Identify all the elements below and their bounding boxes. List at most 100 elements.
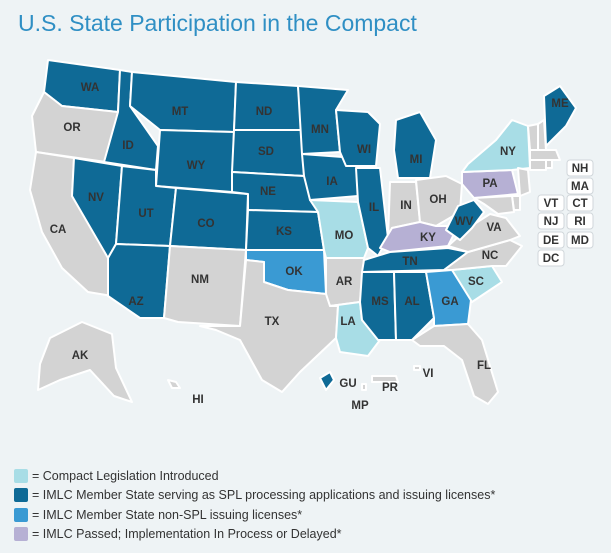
small-state-box	[566, 177, 594, 195]
small-state-VT[interactable]: VT	[537, 194, 565, 212]
legend-swatch	[14, 468, 28, 483]
state-label-MS: MS	[371, 296, 389, 308]
small-state-label-RI: RI	[574, 216, 586, 228]
state-AL[interactable]	[393, 271, 435, 341]
legend-item: = Compact Legislation Introduced	[14, 466, 495, 486]
state-label-VA: VA	[486, 222, 501, 234]
state-label-ID: ID	[122, 140, 134, 152]
state-label-WV: WV	[455, 216, 474, 228]
small-state-NJ[interactable]: NJ	[537, 212, 565, 230]
small-state-box	[537, 249, 565, 267]
state-label-SC: SC	[468, 276, 484, 288]
state-label-TN: TN	[402, 256, 417, 268]
state-label-MN: MN	[311, 124, 329, 136]
state-label-GA: GA	[441, 296, 458, 308]
state-label-OR: OR	[63, 122, 81, 134]
small-state-box	[537, 231, 565, 249]
state-label-PR: PR	[382, 382, 399, 394]
small-state-box	[566, 231, 594, 249]
state-NY[interactable]	[461, 119, 531, 173]
state-label-AZ: AZ	[128, 296, 143, 308]
state-MI[interactable]	[393, 111, 437, 179]
state-label-MP: MP	[351, 400, 369, 412]
state-label-TX: TX	[265, 316, 280, 328]
state-label-IN: IN	[400, 200, 412, 212]
state-label-WY: WY	[187, 160, 206, 172]
state-label-KY: KY	[420, 232, 436, 244]
state-label-MO: MO	[335, 230, 354, 242]
state-label-OK: OK	[285, 266, 303, 278]
state-label-NC: NC	[482, 250, 499, 262]
small-state-box	[537, 194, 565, 212]
small-state-box	[566, 159, 594, 177]
state-RI[interactable]	[545, 159, 553, 169]
legend-label: = Compact Legislation Introduced	[32, 468, 219, 483]
page-title: U.S. State Participation in the Compact	[18, 10, 417, 36]
small-state-box	[537, 212, 565, 230]
small-state-label-CT: CT	[572, 198, 587, 210]
state-label-MI: MI	[410, 154, 423, 166]
legend-item: = IMLC Member State non-SPL issuing lice…	[14, 505, 495, 525]
legend-item: = IMLC Member State serving as SPL proce…	[14, 486, 495, 506]
state-MA[interactable]	[529, 149, 561, 161]
state-label-CO: CO	[197, 218, 214, 230]
state-label-WA: WA	[81, 82, 100, 94]
legend: = Compact Legislation Introduced = IMLC …	[14, 466, 495, 544]
state-WV[interactable]	[445, 199, 485, 241]
state-label-ND: ND	[256, 106, 273, 118]
state-PR[interactable]	[371, 375, 399, 383]
state-MD[interactable]	[473, 195, 515, 215]
state-GU[interactable]	[319, 371, 335, 391]
legend-swatch	[14, 507, 28, 522]
small-state-CT[interactable]: CT	[566, 194, 594, 212]
small-state-RI[interactable]: RI	[566, 212, 594, 230]
small-state-label-MA: MA	[571, 181, 589, 193]
state-NJ[interactable]	[517, 167, 531, 197]
state-ME[interactable]	[543, 85, 577, 147]
small-state-MA[interactable]: MA	[566, 177, 594, 195]
state-VI[interactable]	[413, 365, 421, 371]
state-FL[interactable]	[411, 323, 499, 405]
state-label-MT: MT	[172, 106, 189, 118]
state-VT[interactable]	[527, 123, 539, 151]
state-label-HI: HI	[192, 394, 204, 406]
small-state-MD[interactable]: MD	[566, 231, 594, 249]
state-label-NV: NV	[88, 192, 104, 204]
state-CT[interactable]	[529, 159, 547, 171]
small-state-label-DE: DE	[543, 235, 559, 247]
state-label-IL: IL	[369, 202, 379, 214]
small-state-label-DC: DC	[543, 253, 560, 265]
state-MP[interactable]	[361, 383, 367, 391]
small-state-label-VT: VT	[544, 198, 559, 210]
state-label-WI: WI	[357, 144, 371, 156]
state-TX[interactable]	[199, 259, 339, 393]
small-state-NH[interactable]: NH	[566, 159, 594, 177]
state-AK[interactable]	[37, 321, 133, 403]
small-state-DC[interactable]: DC	[537, 249, 565, 267]
state-label-VI: VI	[423, 368, 434, 380]
state-label-AK: AK	[72, 350, 89, 362]
state-HI[interactable]	[167, 379, 181, 389]
small-state-box	[566, 194, 594, 212]
legend-label: = IMLC Member State serving as SPL proce…	[32, 488, 496, 503]
state-label-UT: UT	[138, 208, 153, 220]
state-label-ME: ME	[551, 98, 569, 110]
state-WI[interactable]	[335, 109, 381, 167]
state-label-GU: GU	[339, 378, 356, 390]
legend-label: = IMLC Member State non-SPL issuing lice…	[32, 507, 303, 522]
legend-label: = IMLC Passed; Implementation In Process…	[32, 527, 342, 542]
small-state-DE[interactable]: DE	[537, 231, 565, 249]
state-label-OH: OH	[429, 194, 446, 206]
small-state-label-NJ: NJ	[544, 216, 559, 228]
state-label-PA: PA	[482, 178, 497, 190]
state-label-NY: NY	[500, 146, 516, 158]
legend-item: = IMLC Passed; Implementation In Process…	[14, 525, 495, 545]
state-NM[interactable]	[163, 245, 247, 327]
legend-swatch	[14, 527, 28, 542]
state-label-LA: LA	[340, 316, 355, 328]
state-label-CA: CA	[50, 224, 67, 236]
state-MT[interactable]	[129, 71, 237, 133]
state-label-IA: IA	[326, 176, 338, 188]
legend-swatch	[14, 488, 28, 503]
